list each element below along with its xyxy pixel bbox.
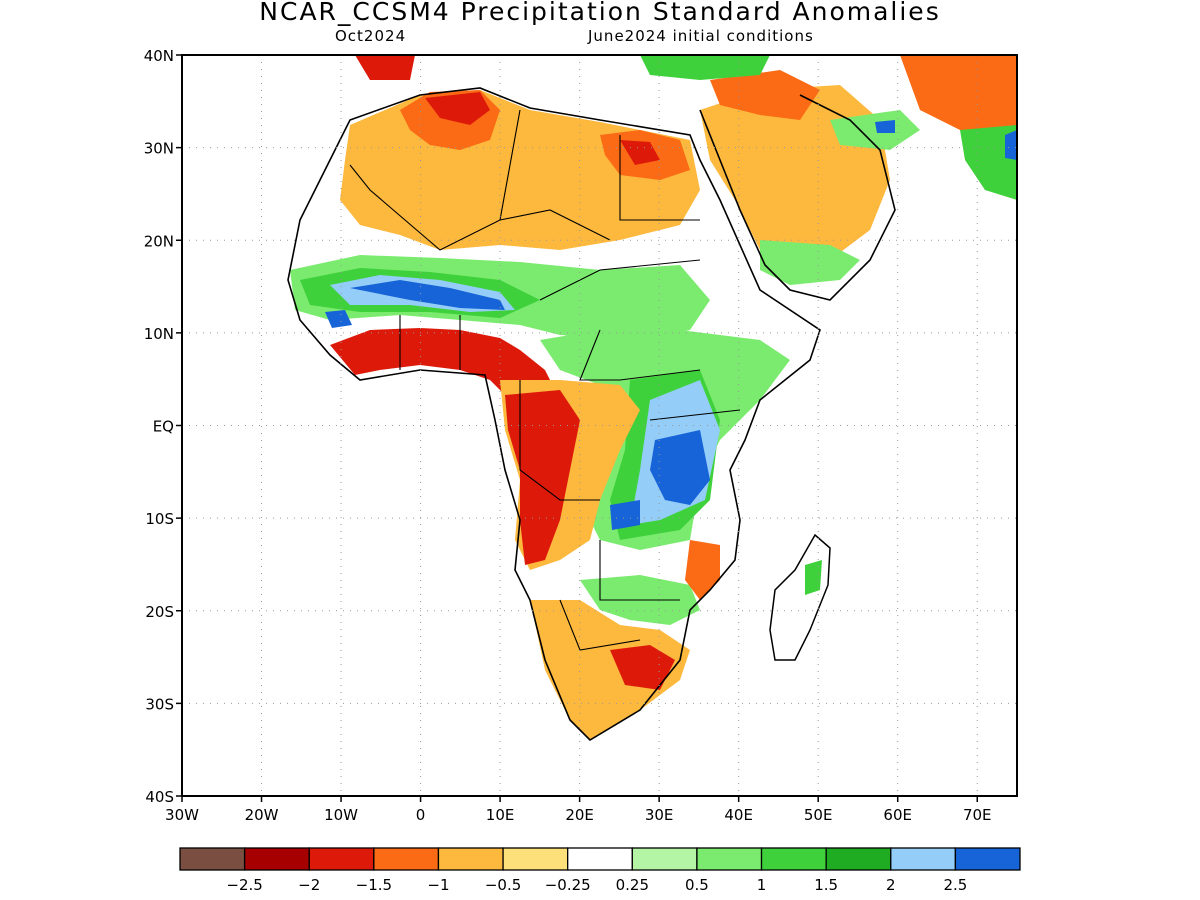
lon-tick-label: 20E	[565, 806, 594, 824]
lon-tick-label: 10E	[486, 806, 515, 824]
lon-tick-label: 30W	[165, 806, 199, 824]
lat-tick-label: EQ	[153, 418, 174, 436]
lon-tick-label: 30E	[645, 806, 674, 824]
arabia-coastline	[699, 94, 896, 301]
colorbar-label: 1.5	[814, 876, 838, 894]
senegal-extreme-wet-anomaly	[325, 310, 352, 328]
southern-africa-dry-anomaly	[530, 600, 690, 740]
egypt-core-dry-anomaly	[620, 140, 660, 165]
lon-tick-label: 60E	[883, 806, 912, 824]
zambezi-dry-anomaly	[685, 540, 720, 600]
malawi-extreme-wet-anomaly	[610, 500, 640, 530]
colorbar-swatches	[179, 847, 1021, 871]
madagascar-wet-anomaly	[805, 560, 822, 595]
latitude-axis: 40N 30N 20N 10N EQ 10S 20S 30S 40S	[144, 47, 182, 806]
lat-tick-label: 30N	[144, 140, 174, 158]
tanzania-extreme-wet-anomaly	[650, 430, 710, 505]
sahel-extreme-wet-anomaly	[350, 280, 505, 310]
colorbar-labels: −2.5 −2 −1.5 −1 −0.5 −0.25 0.25 0.5 1 1.5 2 2.5	[226, 876, 967, 894]
lon-tick-label: 10W	[324, 806, 358, 824]
lat-tick-label: 40S	[145, 788, 174, 806]
colorbar-label: 2	[886, 876, 896, 894]
map-title: NCAR_CCSM4 Precipitation Standard Anomal…	[259, 0, 941, 26]
colorbar-label: −1	[427, 876, 449, 894]
yemen-wet-anomaly	[760, 240, 860, 285]
mediterranean-wet-anomaly	[640, 55, 770, 80]
lat-tick-label: 20N	[144, 232, 174, 250]
colorbar-swatch	[631, 847, 698, 871]
colorbar-swatch	[373, 847, 440, 871]
gulf-extreme-wet-anomaly	[875, 120, 895, 133]
colorbar-label: 0.5	[685, 876, 709, 894]
initial-conditions-label: June2024 initial conditions	[588, 27, 814, 45]
lat-tick-label: 30S	[145, 695, 174, 713]
lon-tick-label: 70E	[963, 806, 992, 824]
iran-dry-anomaly	[900, 55, 1017, 130]
colorbar-label: −2	[298, 876, 320, 894]
colorbar-label: 0.25	[616, 876, 649, 894]
colorbar-swatch	[502, 847, 569, 871]
colorbar-label: −0.25	[545, 876, 591, 894]
africa-coastline	[287, 87, 821, 742]
lon-tick-label: 40E	[724, 806, 753, 824]
colorbar-label: −2.5	[226, 876, 262, 894]
colorbar-swatch	[825, 847, 892, 871]
colorbar-label: −0.5	[485, 876, 521, 894]
colorbar-swatch	[890, 847, 957, 871]
lat-tick-label: 10S	[145, 510, 174, 528]
lat-tick-label: 40N	[144, 47, 174, 65]
longitude-axis: 30W 20W 10W 0 10E 20E 30E 40E 50E 60E 70E	[165, 796, 992, 824]
lon-tick-label: 20W	[245, 806, 279, 824]
india-extreme-wet-anomaly	[1005, 130, 1017, 160]
iberia-dry-anomaly	[355, 55, 415, 80]
colorbar-label: 1	[757, 876, 767, 894]
colorbar-swatch	[954, 847, 1021, 871]
colorbar-swatch	[437, 847, 504, 871]
colorbar-swatch	[179, 847, 246, 871]
arabia-strong-dry-anomaly	[710, 70, 820, 120]
colorbar-swatch	[567, 847, 633, 871]
angola-strong-dry-anomaly	[505, 390, 580, 565]
maghreb-core-dry-anomaly	[425, 92, 490, 125]
lat-tick-label: 20S	[145, 603, 174, 621]
colorbar-label: −1.5	[356, 876, 392, 894]
lat-tick-label: 10N	[144, 325, 174, 343]
colorbar-swatch	[760, 847, 827, 871]
pakistan-wet-anomaly	[960, 125, 1017, 200]
colorbar-label: 2.5	[943, 876, 967, 894]
colorbar-swatch	[243, 847, 310, 871]
lon-tick-label: 50E	[804, 806, 833, 824]
colorbar-swatch	[308, 847, 375, 871]
lon-tick-label: 0	[416, 806, 426, 824]
forecast-month: Oct2024	[335, 27, 407, 45]
colorbar-swatch	[696, 847, 763, 871]
